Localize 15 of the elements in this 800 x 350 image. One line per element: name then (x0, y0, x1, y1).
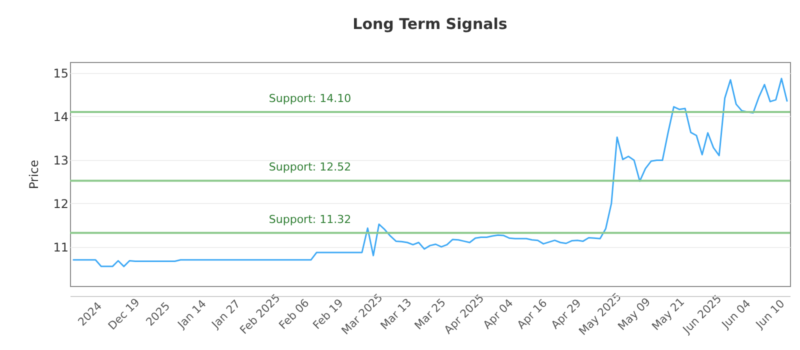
chart-title: Long Term Signals (352, 15, 508, 33)
ref-line-label: Support: 11.32 (268, 212, 352, 226)
y-tick-label: 15 (53, 66, 68, 80)
x-tick-label: Jun 10 (752, 297, 788, 332)
x-tick-label: Jan 14 (174, 297, 209, 332)
y-tick-label: 11 (53, 240, 68, 254)
y-tick-label: 13 (53, 153, 68, 168)
x-tick-label: Dec 19 (106, 296, 142, 332)
ref-line-label: Support: 12.52 (268, 160, 352, 174)
line-series (72, 78, 788, 268)
x-tick-label: Apr 16 (514, 296, 550, 332)
ref-line-label: Support: 14.10 (268, 92, 352, 106)
y-axis-title: Price (27, 160, 42, 190)
y-tick-label: 12 (53, 196, 68, 211)
y-tick-label: 14 (53, 110, 68, 124)
